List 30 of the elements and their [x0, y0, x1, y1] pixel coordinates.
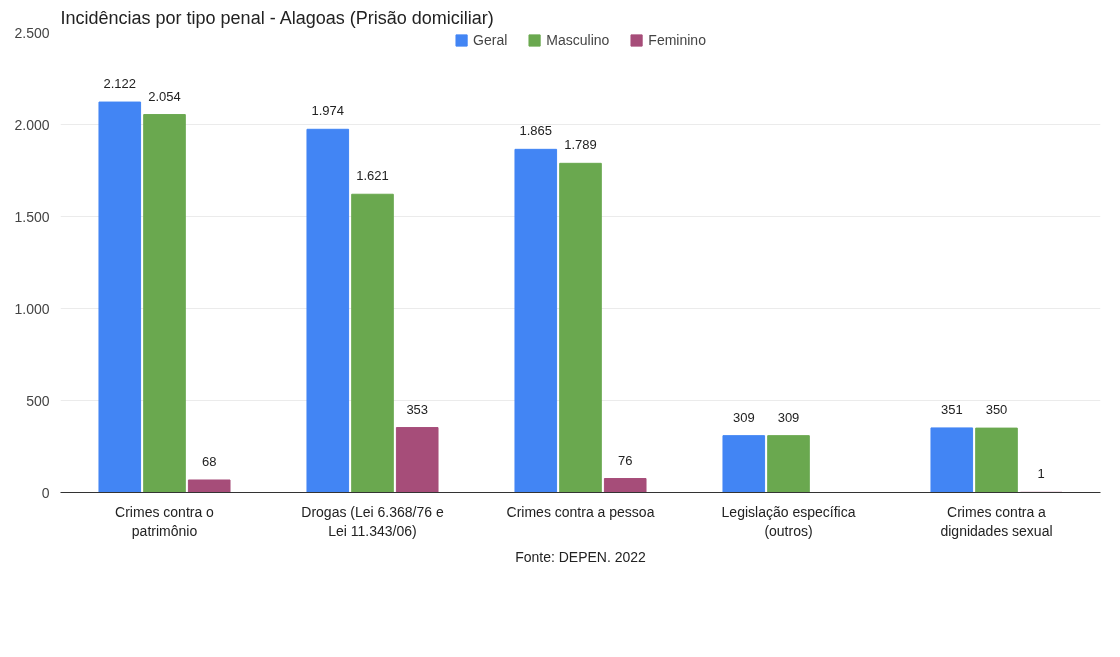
x-tick-label: Crimes contra a dignidades sexual	[940, 503, 1053, 539]
data-label: 351	[940, 401, 963, 417]
y-tick-label: 2.000	[14, 116, 50, 133]
x-tick-label: Crimes contra o patrimônio	[115, 503, 215, 539]
data-label: 1.974	[311, 103, 345, 119]
y-tick-label: 0	[41, 484, 50, 501]
data-label: 353	[406, 401, 429, 417]
chart-title: Incidências por tipo penal - Alagoas (Prisão domiciliar)	[60, 7, 494, 28]
y-tick-label: 1.500	[14, 208, 50, 225]
data-label: 68	[201, 453, 217, 469]
data-label: 76	[617, 452, 633, 468]
x-tick-label: Drogas (Lei 6.368/76 e Lei 11.343/06)	[301, 503, 444, 539]
source-note: Fonte: DEPEN. 2022	[515, 548, 647, 565]
x-tick-label: Crimes contra a pessoa	[506, 503, 655, 520]
y-tick-label: 500	[26, 392, 50, 409]
data-label: 1	[1037, 466, 1045, 482]
data-label: 1.621	[356, 168, 389, 184]
data-label: 350	[985, 402, 1008, 418]
legend-label: Masculino	[546, 32, 610, 48]
x-tick-label: Legislação específica (outros)	[721, 503, 856, 539]
y-tick-label: 2.500	[14, 24, 50, 41]
data-label: 1.789	[564, 137, 597, 153]
y-tick-label: 1.000	[14, 300, 50, 317]
data-label: 2.054	[148, 88, 181, 104]
legend-label: Geral	[473, 32, 508, 48]
data-label: 309	[777, 409, 800, 425]
data-label: 309	[732, 409, 755, 425]
legend-label: Feminino	[648, 32, 706, 48]
data-label: 1.865	[519, 123, 553, 139]
data-label: 2.122	[103, 76, 137, 92]
